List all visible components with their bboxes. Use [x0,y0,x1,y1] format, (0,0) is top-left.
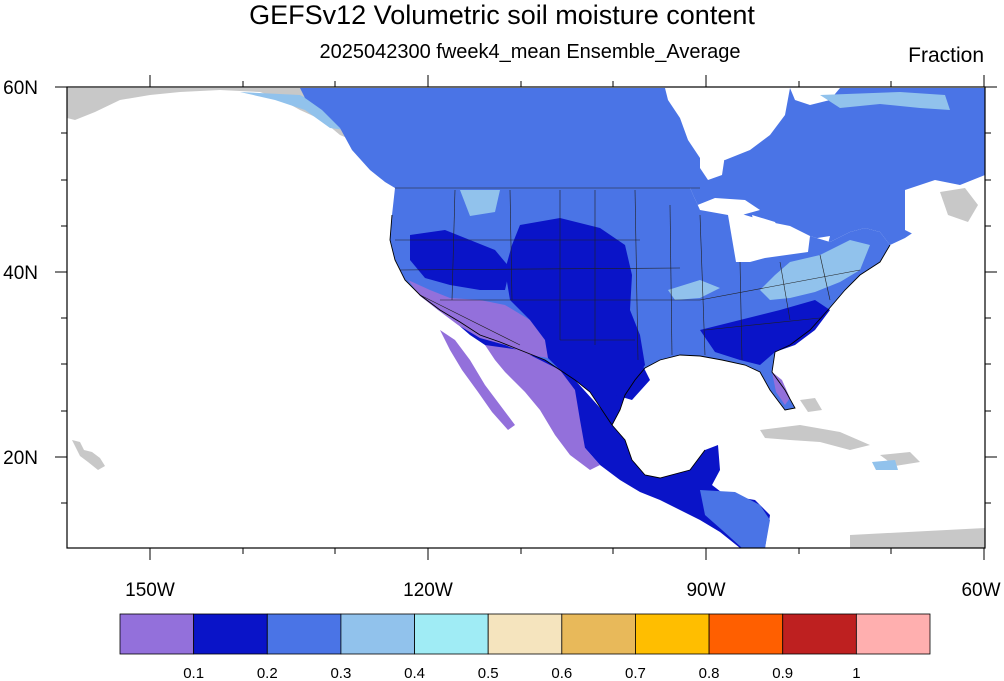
colorbar-swatch [635,613,710,655]
st-lawrence-gulf [905,175,985,260]
tick-marks [55,75,997,560]
lat-label-40n: 40N [3,263,38,284]
florida-dry [772,372,790,405]
puerto-rico-lightblue [872,460,898,470]
colorbar-swatch [782,613,857,655]
map-subtitle: 2025042300 fweek4_mean Ensemble_Average [319,41,741,63]
colorbar-swatch [855,613,931,655]
colorbar-swatch [193,613,268,655]
lon-label-120w: 120W [403,580,453,601]
midwest-lightblue [668,280,720,300]
units-label: Fraction [908,44,984,67]
west-darkblue [410,230,510,290]
map-title: GEFSv12 Volumetric soil moisture content [249,0,755,30]
hawaii [72,440,105,470]
quebec-lightblue [820,92,950,110]
lat-label-20n: 20N [3,448,38,469]
cuba [760,425,870,450]
lake-superior [690,198,760,215]
south-america-edge [850,528,985,548]
coastline [389,214,891,479]
lat-label-60n: 60N [3,78,38,99]
colorbar-swatch [414,613,489,655]
colorbar-label: 0.9 [772,665,793,681]
northeast-lightblue [760,240,870,300]
colorbar-swatch [119,613,195,655]
colorbar-swatch [340,613,415,655]
canada-region [300,88,985,245]
colorbar-swatch [708,613,784,655]
colorbar-swatch [487,613,563,655]
hispaniola [880,452,920,466]
hudson-bay [665,88,790,160]
lon-label-150w: 150W [125,580,175,601]
colorbar-label: 0.3 [330,665,351,681]
colorbar: 0.1 0.2 0.3 0.4 0.5 0.6 0.7 0.8 0.9 1 [119,613,931,681]
lon-label-90w: 90W [686,580,725,601]
bahamas [800,398,822,412]
colorbar-label: 0.1 [183,665,204,681]
colorbar-label: 0.5 [478,665,499,681]
lake-huron [752,215,785,250]
colorbar-label: 1 [852,665,860,681]
southwest-dry [408,280,548,358]
newfoundland [940,188,978,222]
plains-lightblue [460,190,500,216]
colorbar-label: 0.8 [699,665,720,681]
james-bay [700,150,725,180]
colorbar-label: 0.6 [551,665,572,681]
colorbar-label: 0.2 [257,665,278,681]
baja-california [440,330,515,430]
lon-label-60w: 60W [961,580,1000,601]
map-fill-layer [67,88,985,548]
colorbar-swatch [561,613,636,655]
colorbar-label: 0.4 [404,665,425,681]
mexico-dry [485,345,600,470]
hudson-strait [790,88,840,105]
political-boundaries [395,187,861,361]
colorbar-label: 0.7 [625,665,646,681]
colorbar-swatch [266,613,342,655]
texas-coast-dark [600,360,650,400]
central-america [700,490,770,548]
southeast-darkblue [700,300,830,365]
